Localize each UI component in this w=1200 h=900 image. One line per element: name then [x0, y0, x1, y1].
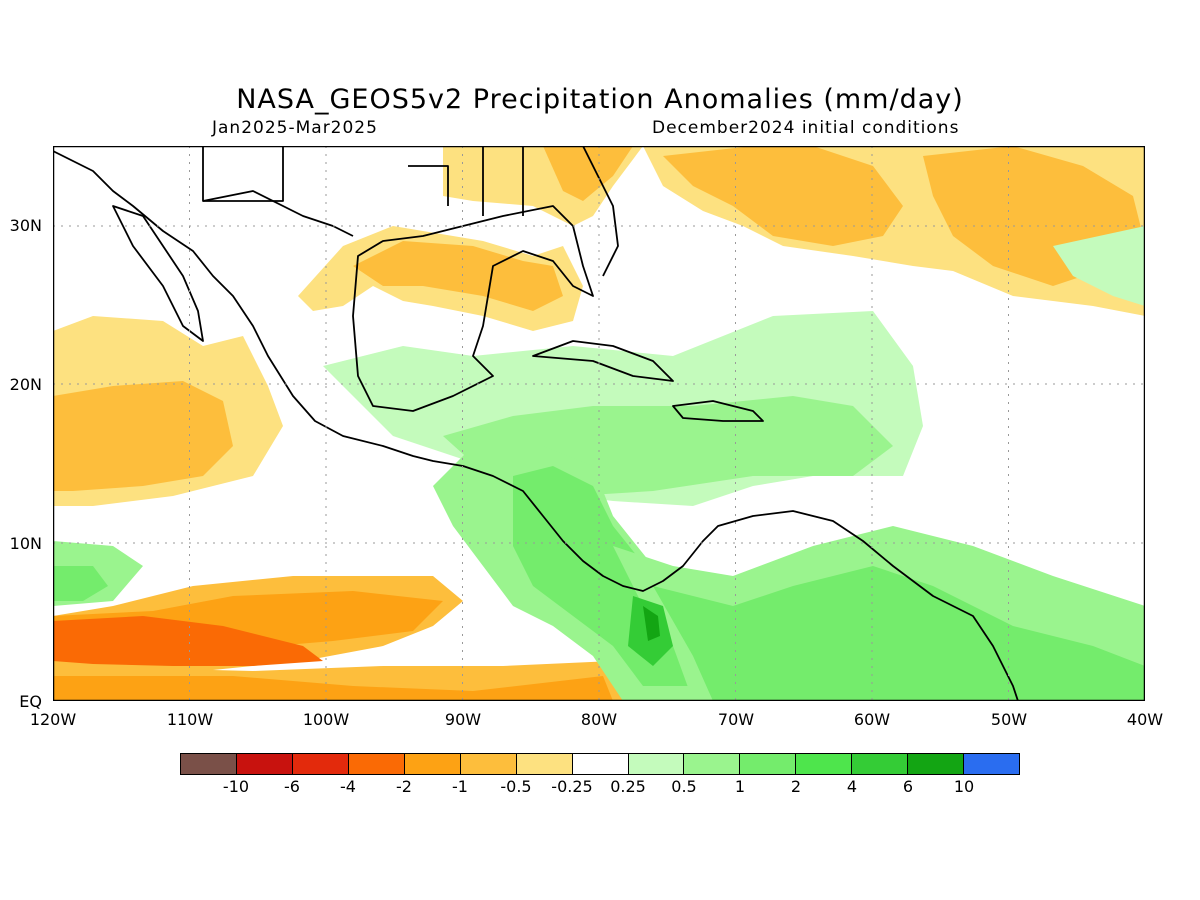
- map-border: [53, 146, 1145, 701]
- lat-label-20n: 20N: [9, 375, 42, 394]
- color-legend-label: -6: [284, 777, 300, 796]
- lat-label-10n: 10N: [9, 534, 42, 553]
- lon-label-50w: 50W: [990, 710, 1028, 729]
- lon-label-90w: 90W: [444, 710, 482, 729]
- color-legend-label: -1: [452, 777, 468, 796]
- color-legend-swatch: [236, 754, 293, 774]
- color-legend-swatch: [740, 754, 797, 774]
- color-legend-label: -4: [340, 777, 356, 796]
- color-legend-label: -0.5: [500, 777, 532, 796]
- color-legend-label: 1: [734, 777, 746, 796]
- color-legend-swatch: [292, 754, 349, 774]
- coastlines: [53, 146, 1019, 701]
- color-legend-swatch: [181, 754, 237, 774]
- color-legend-swatch: [348, 754, 405, 774]
- anomaly-map: [53, 146, 1145, 701]
- lon-label-80w: 80W: [580, 710, 618, 729]
- dry-anomaly-regions: [53, 146, 1145, 701]
- color-legend-label: -2: [396, 777, 412, 796]
- lat-label-30n: 30N: [9, 216, 42, 235]
- lon-label-110w: 110W: [166, 710, 214, 729]
- color-legend-label: 10: [953, 777, 975, 796]
- color-legend-label: -10: [222, 777, 250, 796]
- color-legend-swatch: [852, 754, 909, 774]
- color-legend-swatch: [908, 754, 965, 774]
- color-legend: [180, 753, 1020, 775]
- initial-conditions: December2024 initial conditions: [652, 118, 960, 138]
- forecast-period: Jan2025-Mar2025: [212, 118, 378, 138]
- color-legend-label: 6: [902, 777, 914, 796]
- lon-label-40w: 40W: [1126, 710, 1164, 729]
- color-legend-label: 0.25: [610, 777, 646, 796]
- color-legend-label: 4: [846, 777, 858, 796]
- lon-label-60w: 60W: [853, 710, 891, 729]
- color-legend-label: -0.25: [551, 777, 593, 796]
- graticule: [53, 146, 1145, 701]
- color-legend-swatch: [572, 754, 629, 774]
- lon-label-70w: 70W: [717, 710, 755, 729]
- color-legend-swatch: [460, 754, 517, 774]
- lat-label-eq: EQ: [19, 692, 42, 711]
- color-legend-swatch: [796, 754, 853, 774]
- lon-label-120w: 120W: [29, 710, 77, 729]
- color-legend-swatch: [628, 754, 685, 774]
- color-legend-label: 0.5: [671, 777, 697, 796]
- map-title: NASA_GEOS5v2 Precipitation Anomalies (mm…: [236, 84, 964, 115]
- color-legend-swatch: [516, 754, 573, 774]
- lon-label-100w: 100W: [302, 710, 350, 729]
- color-legend-swatch: [964, 754, 1020, 774]
- color-legend-label: 2: [790, 777, 802, 796]
- color-legend-swatch: [684, 754, 741, 774]
- color-legend-swatch: [404, 754, 461, 774]
